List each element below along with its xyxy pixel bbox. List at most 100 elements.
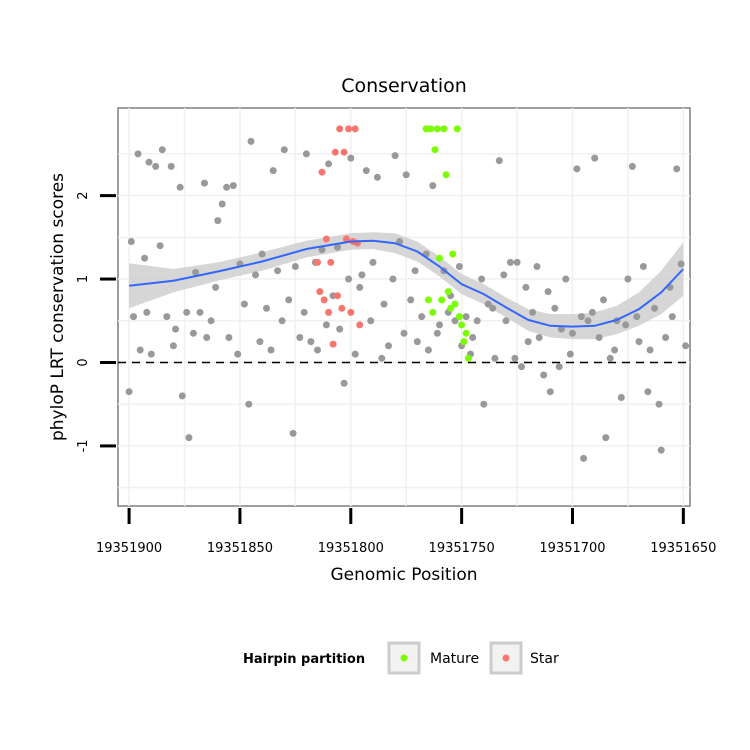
point-background (580, 454, 588, 462)
point-background (511, 354, 519, 362)
y-tick-label: -1 (76, 439, 91, 452)
point-star (329, 340, 337, 348)
point-background (502, 317, 510, 325)
point-background (141, 254, 149, 262)
point-background (635, 338, 643, 346)
point-background (247, 137, 255, 145)
point-background (325, 160, 333, 168)
point-star (351, 125, 359, 133)
point-star (347, 308, 355, 316)
y-axis-title: phyloP LRT conservation scores (48, 173, 68, 441)
point-background (407, 296, 415, 304)
point-background (252, 271, 259, 279)
point-star (314, 258, 321, 266)
point-background (655, 400, 663, 408)
point-background (451, 317, 459, 325)
point-background (263, 304, 270, 312)
point-background (258, 250, 266, 258)
point-mature (438, 296, 446, 304)
smooth-line (128, 239, 685, 328)
point-background (280, 146, 288, 154)
point-star (338, 304, 346, 312)
point-background (176, 183, 184, 191)
point-background (622, 321, 630, 329)
point-background (158, 146, 166, 154)
point-background (551, 304, 559, 312)
point-background (413, 338, 421, 346)
point-background (189, 329, 197, 337)
point-background (302, 150, 310, 158)
point-star (327, 258, 335, 266)
smooth-line-layer (128, 239, 685, 328)
point-background (314, 346, 321, 354)
point-background (577, 313, 585, 321)
point-background (256, 338, 264, 346)
point-background (373, 173, 381, 181)
point-star (340, 148, 348, 156)
point-background (429, 182, 437, 190)
point-background (657, 446, 665, 454)
point-background (473, 317, 481, 325)
point-background (143, 308, 151, 316)
point-background (624, 275, 632, 283)
point-background (555, 363, 563, 371)
point-background (677, 260, 685, 268)
point-background (240, 300, 248, 308)
point-background (617, 394, 625, 401)
point-background (462, 313, 470, 321)
point-background (484, 300, 492, 308)
legend: Hairpin partition Mature Star (243, 641, 559, 675)
point-mature (464, 354, 472, 362)
point-background (524, 338, 532, 346)
point-background (418, 313, 426, 321)
point-background (562, 275, 570, 283)
point-background (544, 288, 552, 296)
point-mature (460, 338, 468, 346)
point-background (668, 313, 676, 321)
point-background (130, 313, 137, 321)
point-background (557, 325, 565, 333)
plot-panel (117, 107, 691, 507)
point-background (600, 296, 607, 304)
point-background (533, 263, 541, 270)
point-background (546, 388, 554, 396)
point-background (234, 350, 242, 358)
point-background (136, 346, 144, 354)
y-tick-label: 2 (76, 191, 91, 199)
point-background (351, 350, 359, 358)
point-background (147, 350, 155, 358)
point-background (207, 317, 215, 325)
point-mature (427, 125, 435, 133)
point-background (584, 317, 592, 325)
point-star (336, 125, 344, 133)
point-background (127, 238, 135, 245)
point-background (340, 379, 348, 387)
point-mature (442, 171, 450, 179)
x-tick-label: 19351800 (318, 541, 384, 556)
data-points (125, 125, 690, 462)
point-background (322, 321, 330, 329)
point-background (214, 217, 222, 225)
legend-title: Hairpin partition (243, 652, 365, 667)
point-background (178, 392, 186, 400)
point-background (651, 304, 658, 312)
point-background (334, 243, 341, 251)
legend-label-mature: Mature (430, 651, 479, 667)
point-background (506, 258, 514, 266)
point-background (495, 157, 503, 165)
point-mature (436, 254, 443, 262)
point-background (540, 371, 548, 379)
point-star (331, 148, 339, 156)
point-background (269, 167, 277, 175)
point-mature (444, 288, 452, 296)
point-background (529, 308, 537, 316)
point-background (347, 154, 355, 162)
point-background (606, 354, 614, 362)
point-star (345, 125, 353, 133)
point-background (455, 263, 463, 270)
point-background (588, 308, 596, 316)
point-mature (433, 125, 441, 133)
point-background (436, 321, 443, 329)
point-background (391, 152, 399, 160)
